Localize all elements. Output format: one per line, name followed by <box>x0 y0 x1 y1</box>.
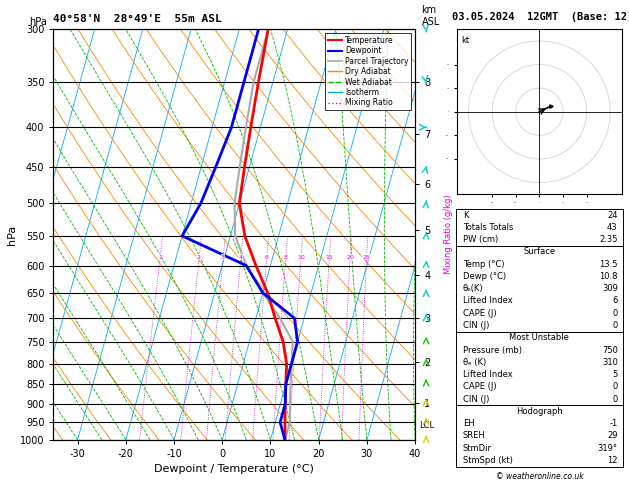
Text: 319°: 319° <box>598 444 618 452</box>
Text: 6: 6 <box>613 296 618 306</box>
Bar <box>456 405 623 467</box>
Text: 20: 20 <box>346 255 354 260</box>
Text: Lifted Index: Lifted Index <box>463 370 513 379</box>
Text: 2.35: 2.35 <box>599 235 618 244</box>
Text: θₑ (K): θₑ (K) <box>463 358 486 367</box>
Text: © weatheronline.co.uk: © weatheronline.co.uk <box>496 472 583 481</box>
Text: 25: 25 <box>362 255 370 260</box>
Text: CAPE (J): CAPE (J) <box>463 382 496 391</box>
Text: θₑ(K): θₑ(K) <box>463 284 483 293</box>
Text: 0: 0 <box>613 382 618 391</box>
Text: PW (cm): PW (cm) <box>463 235 498 244</box>
Text: 750: 750 <box>602 346 618 354</box>
Text: CIN (J): CIN (J) <box>463 321 489 330</box>
Text: SREH: SREH <box>463 432 486 440</box>
Text: 309: 309 <box>602 284 618 293</box>
Text: Most Unstable: Most Unstable <box>509 333 569 342</box>
Text: 310: 310 <box>602 358 618 367</box>
Text: 1: 1 <box>158 255 162 260</box>
Text: 43: 43 <box>607 223 618 232</box>
Text: 12: 12 <box>607 456 618 465</box>
Text: Totals Totals: Totals Totals <box>463 223 513 232</box>
Text: 2: 2 <box>197 255 201 260</box>
Text: -1: -1 <box>610 419 618 428</box>
Text: 10: 10 <box>297 255 304 260</box>
Text: 0: 0 <box>613 395 618 403</box>
Text: Hodograph: Hodograph <box>516 407 563 416</box>
Bar <box>456 209 623 246</box>
Bar <box>456 331 623 405</box>
Text: 0: 0 <box>613 321 618 330</box>
Text: 6: 6 <box>265 255 269 260</box>
Text: 24: 24 <box>607 210 618 220</box>
Text: kt: kt <box>462 36 470 45</box>
Text: km
ASL: km ASL <box>421 5 440 27</box>
Text: Pressure (mb): Pressure (mb) <box>463 346 521 354</box>
Text: 29: 29 <box>607 432 618 440</box>
Text: Lifted Index: Lifted Index <box>463 296 513 306</box>
Text: CIN (J): CIN (J) <box>463 395 489 403</box>
Text: 5: 5 <box>613 370 618 379</box>
X-axis label: Dewpoint / Temperature (°C): Dewpoint / Temperature (°C) <box>154 465 314 474</box>
Text: 0: 0 <box>613 309 618 318</box>
Text: StmSpd (kt): StmSpd (kt) <box>463 456 513 465</box>
Text: Surface: Surface <box>523 247 555 257</box>
Text: Temp (°C): Temp (°C) <box>463 260 504 269</box>
Text: 3: 3 <box>221 255 225 260</box>
Text: 4: 4 <box>239 255 243 260</box>
Text: 10.8: 10.8 <box>599 272 618 281</box>
Y-axis label: hPa: hPa <box>7 225 17 244</box>
Text: EH: EH <box>463 419 474 428</box>
Legend: Temperature, Dewpoint, Parcel Trajectory, Dry Adiabat, Wet Adiabat, Isotherm, Mi: Temperature, Dewpoint, Parcel Trajectory… <box>325 33 411 110</box>
Text: 40°58'N  28°49'E  55m ASL: 40°58'N 28°49'E 55m ASL <box>53 14 222 24</box>
Text: CAPE (J): CAPE (J) <box>463 309 496 318</box>
Text: 03.05.2024  12GMT  (Base: 12): 03.05.2024 12GMT (Base: 12) <box>452 12 629 22</box>
Text: 13.5: 13.5 <box>599 260 618 269</box>
Text: StmDir: StmDir <box>463 444 492 452</box>
Y-axis label: Mixing Ratio (g/kg): Mixing Ratio (g/kg) <box>444 195 454 274</box>
Text: 15: 15 <box>325 255 333 260</box>
Text: LCL: LCL <box>420 421 435 431</box>
Bar <box>456 246 623 331</box>
Text: 8: 8 <box>284 255 287 260</box>
Text: K: K <box>463 210 468 220</box>
Text: Dewp (°C): Dewp (°C) <box>463 272 506 281</box>
Text: hPa: hPa <box>30 17 47 27</box>
